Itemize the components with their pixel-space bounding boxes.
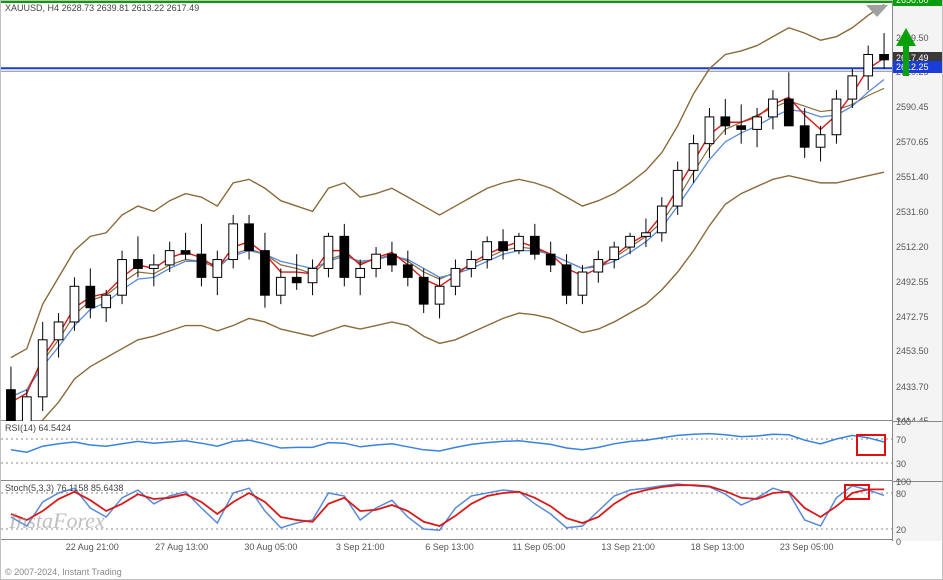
symbol-ohlc-label: XAUUSD, H4 2628.73 2639.81 2613.22 2617.…: [5, 3, 199, 13]
rsi-label: RSI(14) 64.5424: [5, 423, 71, 433]
watermark: InstaForex: [9, 508, 105, 534]
chart-container: XAUUSD, H4 2628.73 2639.81 2613.22 2617.…: [1, 1, 942, 579]
stoch-svg: [1, 481, 894, 541]
main-price-chart[interactable]: XAUUSD, H4 2628.73 2639.81 2613.22 2617.…: [1, 1, 892, 421]
stoch-label: Stoch(5,3,3) 76.1158 85.6438: [5, 483, 123, 493]
stoch-y-axis: 02080100: [892, 481, 942, 541]
rsi-y-axis: 03070100: [892, 421, 942, 481]
main-chart-svg: [1, 1, 894, 421]
ohlc-values: 2628.73 2639.81 2613.22 2617.49: [62, 3, 200, 13]
stoch-highlight-box: [844, 484, 870, 500]
timeframe: H4: [48, 3, 60, 13]
time-x-axis: 22 Aug 21:0027 Aug 13:0030 Aug 05:003 Se…: [1, 539, 892, 579]
stoch-panel[interactable]: Stoch(5,3,3) 76.1158 85.6438: [1, 481, 892, 541]
footer-copyright: © 2007-2024, Instant Trading: [5, 567, 122, 577]
rsi-svg: [1, 421, 894, 481]
symbol: XAUUSD: [5, 3, 43, 13]
rsi-highlight-box: [856, 434, 886, 456]
rsi-panel[interactable]: RSI(14) 64.5424: [1, 421, 892, 481]
